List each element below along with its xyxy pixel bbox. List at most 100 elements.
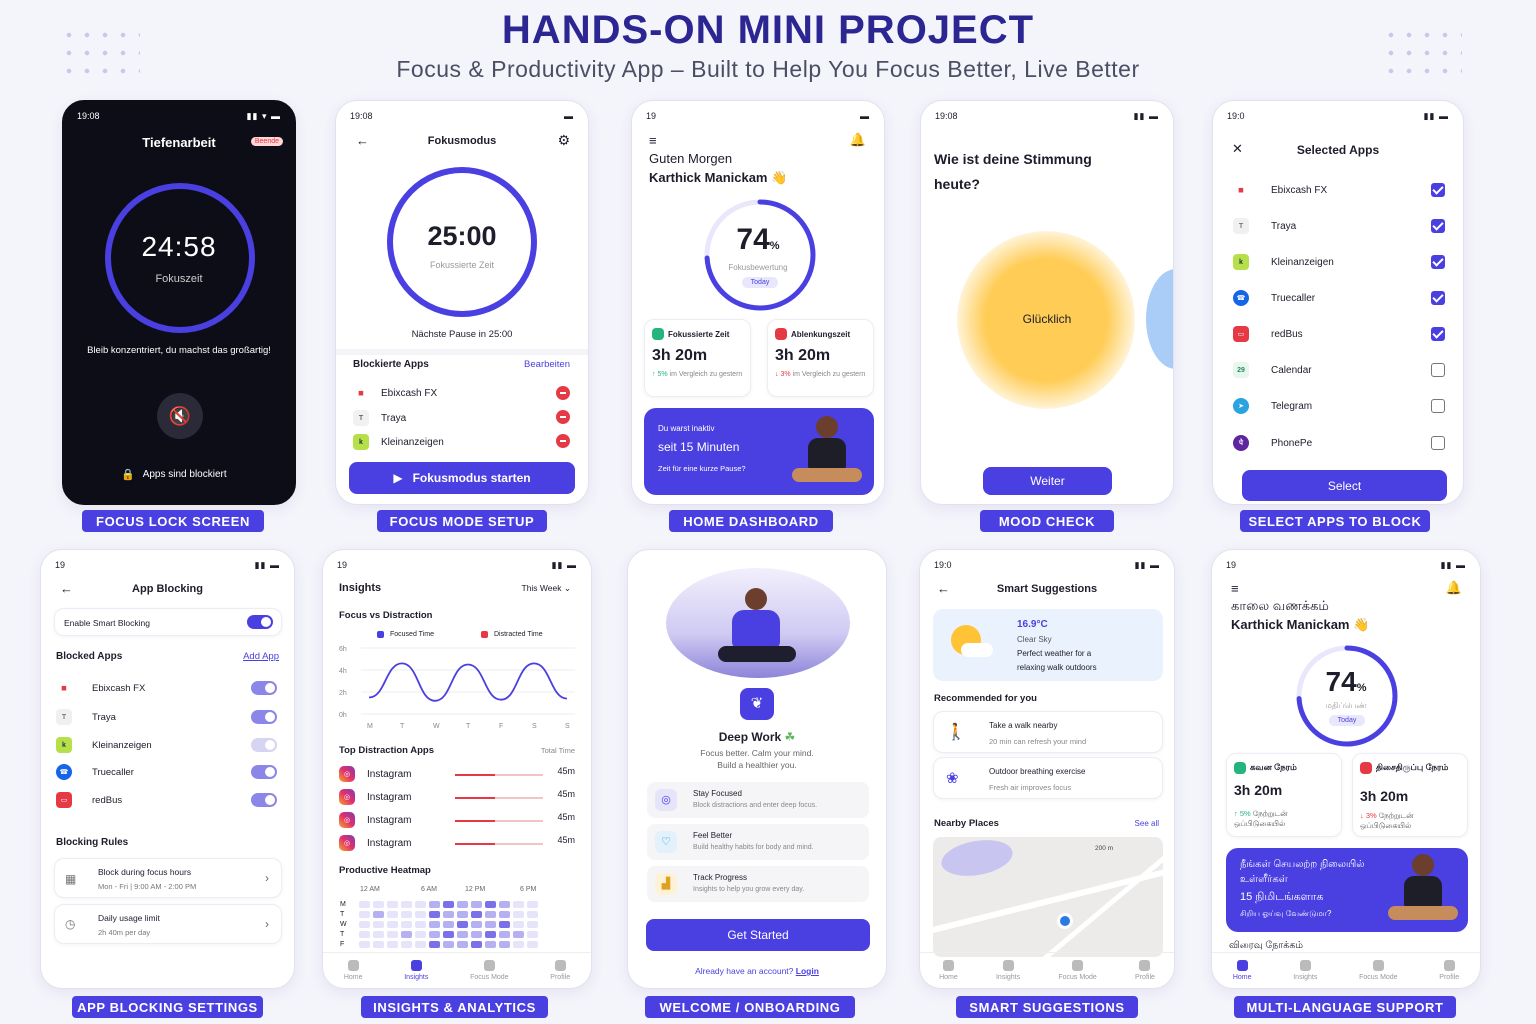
meditating-person-icon bbox=[816, 416, 838, 438]
range-dropdown[interactable]: This Week ⌄ bbox=[522, 583, 572, 594]
app-row-ebixcash[interactable]: ◼ Ebixcash FX bbox=[1233, 182, 1327, 198]
home-dashboard: 19 ▬ ≡ 🔔 Guten Morgen Karthick Manickam 👋… bbox=[631, 100, 885, 505]
greeting: காலை வணக்கம் bbox=[1231, 598, 1329, 613]
app-row-kleinanzeigen[interactable]: k Kleinanzeigen bbox=[1233, 254, 1334, 270]
nav-profile[interactable]: Profile bbox=[1439, 960, 1459, 981]
nav-home[interactable]: Home bbox=[939, 960, 958, 981]
checkbox-truecaller[interactable] bbox=[1431, 291, 1445, 305]
stat-value: 3h 20m bbox=[775, 347, 831, 364]
remove-icon[interactable] bbox=[556, 386, 570, 400]
see-all-link[interactable]: See all bbox=[1134, 819, 1159, 828]
account-text: Already have an account? bbox=[695, 966, 794, 976]
legend-label: Focused Time bbox=[390, 631, 434, 638]
mood-happy-bubble[interactable] bbox=[957, 231, 1135, 409]
nav-insights[interactable]: Insights bbox=[404, 960, 428, 981]
blocked-app-row: ◼ Ebixcash FX bbox=[353, 385, 437, 401]
app-row-truecaller[interactable]: ☎ Truecaller bbox=[1233, 290, 1315, 306]
rule-daily-limit[interactable]: ◷ Daily usage limit 2h 40m per day › bbox=[54, 904, 282, 944]
toggle-traya[interactable] bbox=[251, 710, 277, 724]
toggle-kleinanzeigen[interactable] bbox=[251, 738, 277, 752]
checkbox-redbus[interactable] bbox=[1431, 327, 1445, 341]
remove-icon[interactable] bbox=[556, 434, 570, 448]
toggle-ebixcash[interactable] bbox=[251, 681, 277, 695]
menu-icon[interactable]: ≡ bbox=[649, 133, 657, 148]
heatmap-cell bbox=[471, 941, 482, 948]
welcome-sub2: Build a healthier you. bbox=[717, 760, 797, 770]
sprout-icon: ❦ bbox=[740, 688, 774, 720]
close-icon[interactable]: ✕ bbox=[1232, 141, 1243, 156]
nav-insights[interactable]: Insights bbox=[1293, 960, 1317, 981]
app-row-traya[interactable]: T Traya bbox=[1233, 218, 1296, 234]
meditating-person-icon bbox=[1412, 854, 1434, 876]
rec-walk[interactable]: 🚶 Take a walk nearby 20 min can refresh … bbox=[933, 711, 1163, 753]
app-name: Calendar bbox=[1271, 364, 1312, 376]
instagram-icon: ◎ bbox=[339, 789, 355, 805]
nav-profile[interactable]: Profile bbox=[550, 960, 570, 981]
checkbox-calendar[interactable] bbox=[1431, 363, 1445, 377]
app-row-phonepe[interactable]: पे PhonePe bbox=[1233, 435, 1312, 451]
inactive-banner[interactable]: Du warst inaktiv seit 15 Minuten Zeit fü… bbox=[644, 408, 874, 495]
smart-blocking-toggle[interactable] bbox=[247, 615, 273, 629]
app-row-telegram[interactable]: ➤ Telegram bbox=[1233, 398, 1312, 414]
nearby-map[interactable]: 200 m bbox=[933, 837, 1163, 957]
checkbox-ebixcash[interactable] bbox=[1431, 183, 1445, 197]
back-arrow-icon[interactable]: ← bbox=[937, 581, 950, 596]
edit-link[interactable]: Bearbeiten bbox=[524, 359, 570, 370]
back-arrow-icon[interactable]: ← bbox=[60, 581, 73, 596]
continue-button[interactable]: Weiter bbox=[983, 467, 1112, 495]
inactive-banner[interactable]: நீங்கள் செயலற்ற நிலையில் உள்ளீர்கள் 15 ந… bbox=[1226, 848, 1468, 932]
nav-focus[interactable]: Focus Mode bbox=[1359, 960, 1398, 981]
checkbox-telegram[interactable] bbox=[1431, 399, 1445, 413]
get-started-button[interactable]: Get Started bbox=[646, 919, 870, 951]
menu-icon[interactable]: ≡ bbox=[1231, 581, 1239, 596]
checkbox-phonepe[interactable] bbox=[1431, 436, 1445, 450]
app-name: Truecaller bbox=[1271, 292, 1316, 304]
hm-col-label: 12 PM bbox=[465, 886, 486, 893]
label-smart: SMART SUGGESTIONS bbox=[956, 996, 1138, 1018]
section-heatmap: Productive Heatmap bbox=[339, 865, 431, 876]
app-row-redbus[interactable]: ▭ redBus bbox=[1233, 326, 1303, 342]
toggle-truecaller[interactable] bbox=[251, 765, 277, 779]
bell-icon[interactable]: 🔔 bbox=[849, 132, 866, 147]
nav-focus[interactable]: Focus Mode bbox=[1058, 960, 1097, 981]
profile-icon bbox=[1443, 960, 1455, 971]
nav-home[interactable]: Home bbox=[1233, 960, 1252, 981]
mood-question: Wie ist deine Stimmung heute? bbox=[934, 147, 1092, 197]
focus-line-chart: 6h 4h 2h 0h M T W T F S S bbox=[339, 646, 575, 730]
nav-profile[interactable]: Profile bbox=[1135, 960, 1155, 981]
select-button[interactable]: Select bbox=[1242, 470, 1447, 501]
remove-icon[interactable] bbox=[556, 410, 570, 424]
today-badge: Today bbox=[742, 277, 778, 288]
checkbox-kleinanzeigen[interactable] bbox=[1431, 255, 1445, 269]
label-multi: MULTI-LANGUAGE SUPPORT bbox=[1234, 996, 1456, 1018]
nav-insights[interactable]: Insights bbox=[996, 960, 1020, 981]
toggle-redbus[interactable] bbox=[251, 793, 277, 807]
add-app-link[interactable]: Add App bbox=[243, 651, 279, 662]
down-arrow-icon: ↓ bbox=[775, 371, 779, 378]
kleinanzeigen-icon: k bbox=[56, 737, 72, 753]
login-link[interactable]: Login bbox=[795, 966, 819, 976]
heatmap-cell bbox=[485, 921, 496, 928]
nav-home[interactable]: Home bbox=[344, 960, 363, 981]
start-focus-button[interactable]: ▶ Fokusmodus starten bbox=[349, 462, 575, 494]
insights-screen: 19 ▮▮ ▬ Insights This Week ⌄ Focus vs Dis… bbox=[322, 549, 592, 989]
login-prompt: Already have an account? Login bbox=[628, 966, 886, 976]
hm-row-label: M bbox=[340, 901, 346, 908]
sky-condition: Clear Sky bbox=[1017, 635, 1052, 644]
checkbox-traya[interactable] bbox=[1431, 219, 1445, 233]
rec-breathing[interactable]: ❀ Outdoor breathing exercise Fresh air i… bbox=[933, 757, 1163, 799]
heatmap-cell bbox=[499, 911, 510, 918]
gear-icon[interactable]: ⚙ bbox=[557, 132, 570, 148]
bell-icon[interactable]: 🔔 bbox=[1445, 580, 1462, 595]
hm-row-label: F bbox=[340, 941, 345, 948]
leaf-icon: ☘ bbox=[784, 730, 796, 744]
stat-delta: 5% bbox=[1239, 809, 1251, 818]
rule-focus-hours[interactable]: ▦ Block during focus hours Mon - Fri | 9… bbox=[54, 858, 282, 898]
nav-focus[interactable]: Focus Mode bbox=[470, 960, 509, 981]
section-nearby: Nearby Places bbox=[934, 818, 999, 829]
back-arrow-icon[interactable]: ← bbox=[356, 133, 369, 148]
mute-icon[interactable]: 🔇 bbox=[157, 393, 203, 439]
app-row-calendar[interactable]: 29 Calendar bbox=[1233, 362, 1312, 378]
end-badge[interactable]: Beende bbox=[250, 137, 283, 146]
app-name: Kleinanzeigen bbox=[381, 436, 444, 448]
